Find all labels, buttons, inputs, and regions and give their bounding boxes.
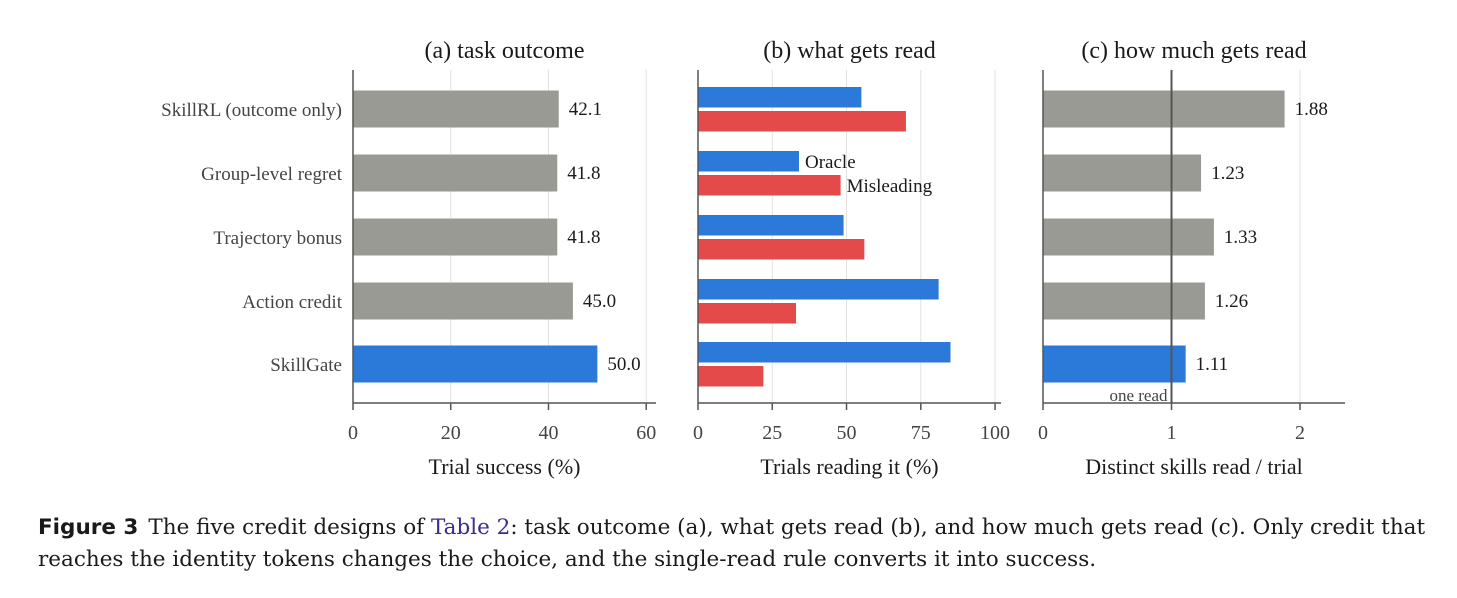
caption-text-pre: The five credit designs of (148, 515, 431, 540)
caption-table-link[interactable]: Table 2 (430, 515, 511, 540)
panel-b-tick-label-100: 100 (980, 422, 1010, 444)
panel-b-bar-oracle-trajectory-bonus (698, 215, 844, 236)
panel-a-bar-group-level-regret (353, 154, 558, 192)
panel-a-bar-action-credit (353, 282, 573, 320)
panel-c-bar-skillrl-outcome-only (1043, 90, 1285, 128)
panel-a-value-label-skillgate: 50.0 (607, 354, 640, 375)
panel-c-value-label-skillrl-outcome-only: 1.88 (1295, 99, 1328, 120)
panel-a-value-label-group-level-regret: 41.8 (567, 163, 600, 184)
panel-a-bar-trajectory-bonus (353, 218, 558, 256)
panel-c-tick-label-2: 2 (1295, 422, 1305, 444)
panel-a-tick-label-0: 0 (348, 422, 358, 444)
panel-b-bar-oracle-skillgate (698, 342, 951, 363)
panel-b-bar-misleading-trajectory-bonus (698, 239, 865, 260)
panel-a-tick-label-20: 20 (441, 422, 461, 444)
category-label-skillgate: SkillGate (270, 355, 342, 376)
panel-b-bar-oracle-group-level-regret (698, 151, 799, 172)
panel-c-title: (c) how much gets read (1081, 38, 1306, 64)
panel-a-value-label-skillrl-outcome-only: 42.1 (569, 99, 602, 120)
panel-c-bar-action-credit (1043, 282, 1205, 320)
panel-a-bar-skillgate (353, 345, 598, 383)
panel-c-bar-group-level-regret (1043, 154, 1202, 192)
panel-b-bar-oracle-action-credit (698, 279, 939, 300)
figure-caption: Figure 3 The five credit designs of Table… (38, 512, 1428, 576)
category-label-action-credit: Action credit (242, 292, 342, 313)
category-label-trajectory-bonus: Trajectory bonus (213, 228, 342, 249)
panel-a-bar-skillrl-outcome-only (353, 90, 559, 128)
panel-b-tick-label-25: 25 (762, 422, 782, 444)
panel-b-bar-misleading-skillgate (698, 366, 764, 387)
figure-3: SkillRL (outcome only) Group-level regret… (161, 38, 1345, 479)
panel-a-value-label-trajectory-bonus: 41.8 (567, 227, 600, 248)
panel-c-bar-trajectory-bonus (1043, 218, 1214, 256)
panel-b-tick-label-75: 75 (911, 422, 931, 444)
legend-oracle: Oracle (805, 152, 856, 173)
panel-c-value-label-action-credit: 1.26 (1215, 291, 1248, 312)
panel-b-bar-oracle-skillrl-outcome-only (698, 87, 862, 108)
panel-b-bar-misleading-group-level-regret (698, 175, 841, 196)
panel-a-value-label-action-credit: 45.0 (583, 291, 616, 312)
panel-b-title: (b) what gets read (763, 38, 936, 64)
panel-b-bar-misleading-action-credit (698, 303, 797, 324)
panel-b-x-axis-label: Trials reading it (%) (760, 454, 938, 479)
panel-a-x-axis-label: Trial success (%) (429, 454, 581, 479)
category-label-skillrl-outcome-only: SkillRL (outcome only) (161, 100, 342, 121)
panel-c-reference-label: one read (1109, 386, 1168, 405)
panel-c-value-label-skillgate: 1.11 (1196, 354, 1229, 375)
panel-b-bar-misleading-skillrl-outcome-only (698, 111, 906, 132)
panel-c-value-label-trajectory-bonus: 1.33 (1224, 227, 1257, 248)
panel-c-tick-label-0: 0 (1038, 422, 1048, 444)
legend-misleading: Misleading (847, 176, 933, 197)
caption-label: Figure 3 (38, 515, 139, 540)
panel-b-tick-label-50: 50 (837, 422, 857, 444)
panel-c-tick-label-1: 1 (1167, 422, 1177, 444)
panel-c-x-axis-label: Distinct skills read / trial (1085, 454, 1303, 479)
panel-c-value-label-group-level-regret: 1.23 (1211, 163, 1244, 184)
caption-text-post: : task outcome (a), what gets read (b), … (38, 515, 1426, 572)
panel-a-tick-label-40: 40 (538, 422, 558, 444)
panel-b-tick-label-0: 0 (693, 422, 703, 444)
panel-a-title: (a) task outcome (425, 38, 585, 64)
category-label-group-level-regret: Group-level regret (201, 164, 343, 185)
panel-c-bar-skillgate (1043, 345, 1186, 383)
panel-a-tick-label-60: 60 (636, 422, 656, 444)
